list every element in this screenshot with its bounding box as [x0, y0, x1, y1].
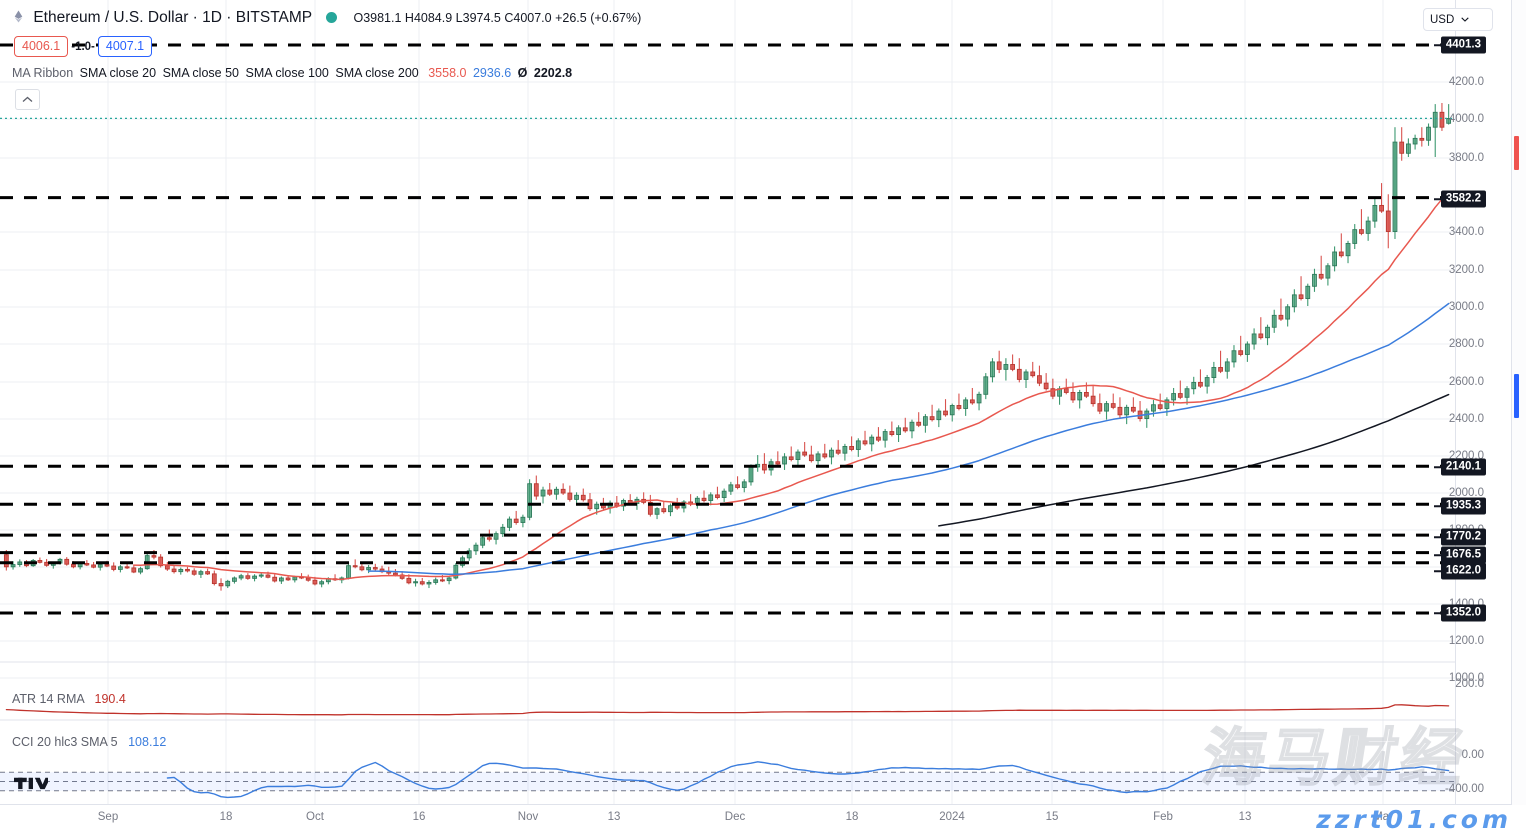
time-axis-tick: Mar — [1373, 811, 1393, 823]
price-level-tag: 4401.3 — [1440, 36, 1486, 54]
symbol-exchange[interactable]: BITSTAMP — [235, 9, 312, 26]
chevron-up-icon — [22, 96, 33, 102]
time-axis-tick: Sep — [97, 811, 119, 823]
price-axis-tick: 2800.0 — [1448, 338, 1484, 350]
ohlc-readout: O3981.1 H4084.9 L3974.5 C4007.0 +26.5 (+… — [353, 11, 641, 25]
time-axis-tick: Dec — [724, 811, 746, 823]
price-level-tag: 2140.1 — [1440, 458, 1486, 476]
symbol-sep2: · — [221, 9, 236, 26]
ohlc-change-pct: (+0.67%) — [590, 11, 642, 25]
time-scale[interactable]: Sep 18 Oct 16 Nov 13 Dec 18 2024 15 Feb 13 Mar — [0, 804, 1526, 833]
price-level-tag: 1935.3 — [1440, 497, 1486, 515]
ma-avg-symbol: Ø — [517, 66, 528, 80]
chevron-down-icon — [1461, 17, 1469, 22]
watermark-chinese: 海马财经 — [1196, 720, 1474, 795]
collapse-legend-button[interactable] — [15, 89, 40, 110]
price-axis-tick: 3400.0 — [1448, 226, 1484, 238]
bid-ask-pill-row: 4006.1 -1.0- 4007.1 — [14, 36, 153, 58]
price-axis-tick: 4000.0 — [1448, 113, 1484, 125]
ask-price-pill[interactable]: 4007.1 — [97, 36, 153, 58]
ma-series-50: SMA close 50 — [162, 66, 239, 80]
time-axis-tick: 18 — [845, 811, 859, 823]
spread-label: -1.0- — [71, 40, 95, 53]
ohlc-low-value: 3974.5 — [462, 11, 501, 25]
ohlc-close-label: C — [504, 11, 514, 25]
atr-value: 190.4 — [94, 692, 126, 706]
time-axis-tick: 15 — [1045, 811, 1059, 823]
price-level-tag: 1622.0 — [1440, 562, 1486, 580]
ma-value-3: 2202.8 — [533, 66, 573, 80]
time-axis-tick: 18 — [219, 811, 233, 823]
cci-value: 108.12 — [128, 735, 167, 749]
price-axis-tick: 1000.0 — [1448, 672, 1484, 684]
ma-ribbon-legend: MA Ribbon SMA close 20 SMA close 50 SMA … — [12, 67, 572, 80]
cci-axis-tick: -400.00 — [1444, 783, 1484, 795]
ohlc-high-label: H — [404, 11, 414, 25]
time-axis-tick: 13 — [607, 811, 621, 823]
atr-axis-tick: 200.0 — [1455, 678, 1484, 690]
ma-value-2: 2936.6 — [472, 66, 512, 80]
ma-series-200: SMA close 200 — [335, 66, 419, 80]
ma-ribbon-title[interactable]: MA Ribbon — [12, 66, 74, 80]
cci-axis-tick: 0.00 — [1461, 749, 1484, 761]
symbol-name[interactable]: Ethereum / U.S. Dollar — [33, 9, 189, 26]
ohlc-change: +26.5 — [555, 11, 587, 25]
time-axis-tick: 13 — [1238, 811, 1252, 823]
time-axis-tick: Feb — [1153, 811, 1173, 823]
bid-price-pill[interactable]: 4006.1 — [14, 36, 69, 58]
ohlc-high-value: 4084.9 — [413, 11, 453, 25]
price-axis-tick: 4200.0 — [1448, 76, 1484, 88]
time-axis-tick: Nov — [517, 811, 539, 823]
ethereum-icon — [12, 10, 25, 23]
cci-legend: CCI 20 hlc3 SMA 5 108.12 — [12, 736, 166, 749]
time-axis-tick: 2024 — [939, 811, 965, 823]
price-level-tag: 1676.5 — [1440, 546, 1486, 564]
minimap-marker — [1514, 374, 1519, 418]
price-axis-tick: 2600.0 — [1448, 376, 1484, 388]
ohlc-low-label: L — [455, 11, 463, 25]
time-axis-tick: Oct — [306, 811, 324, 823]
minimap-marker — [1514, 136, 1519, 170]
price-axis-tick: 1200.0 — [1448, 635, 1484, 647]
cci-title[interactable]: CCI 20 hlc3 SMA 5 — [12, 735, 118, 749]
tradingview-logo[interactable] — [14, 771, 48, 793]
symbol-interval[interactable]: 1D — [202, 9, 222, 26]
ma-series-100: SMA close 100 — [245, 66, 329, 80]
atr-legend: ATR 14 RMA 190.4 — [12, 693, 126, 706]
price-axis-tick: 3000.0 — [1448, 301, 1484, 313]
price-level-tag: 3582.2 — [1440, 190, 1486, 208]
currency-selector[interactable]: USD — [1423, 8, 1493, 31]
ohlc-close-value: 4007.0 — [513, 11, 552, 25]
price-axis-tick: 2000.0 — [1448, 487, 1484, 499]
price-scale-minimap[interactable] — [1511, 0, 1526, 805]
price-axis-tick: 2400.0 — [1448, 413, 1484, 425]
atr-title[interactable]: ATR 14 RMA — [12, 692, 85, 706]
symbol-legend: Ethereum / U.S. Dollar · 1D · BITSTAMP O… — [12, 10, 641, 26]
price-axis-tick: 3200.0 — [1448, 264, 1484, 276]
price-level-tag: 1352.0 — [1440, 604, 1486, 622]
ma-series-20: SMA close 20 — [79, 66, 157, 80]
currency-label: USD — [1430, 13, 1455, 26]
ohlc-open-value: 3981.1 — [363, 11, 402, 25]
ma-value-1: 3558.0 — [428, 66, 467, 80]
market-open-dot — [326, 12, 338, 23]
ohlc-open-label: O — [353, 11, 364, 25]
price-level-tag: 1770.2 — [1440, 528, 1486, 546]
symbol-sep1: · — [188, 9, 203, 26]
time-axis-tick: 16 — [412, 811, 426, 823]
price-axis-tick: 3800.0 — [1448, 152, 1484, 164]
